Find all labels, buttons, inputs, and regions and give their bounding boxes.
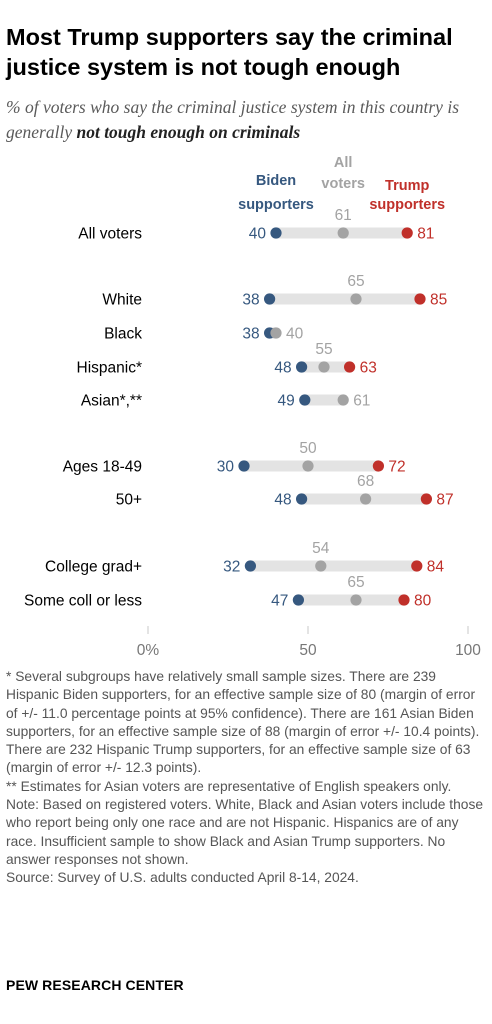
biden-dot [244,560,256,572]
all-voters-dot [350,594,362,606]
legend-trump-label: supporters [369,197,445,213]
row-label: College grad+ [45,559,142,576]
footnote-source: Source: Survey of U.S. adults conducted … [6,870,359,886]
all-voters-value-label: 50 [299,440,317,457]
legend-all-label: All [334,155,353,171]
subtitle-emphasis: not tough enough on criminals [76,122,301,142]
all-voters-value-label: 54 [312,540,330,557]
biden-dot [299,394,311,406]
row-label: Asian*,** [81,393,142,410]
biden-value-label: 49 [278,393,295,410]
trump-dot [344,361,356,373]
subtitle-text: % of voters who say the criminal justice… [6,97,460,142]
all-voters-dot [315,560,327,572]
row-label: Hispanic* [77,360,142,377]
biden-value-label: 48 [274,492,291,509]
trump-value-label: 85 [430,292,447,309]
biden-dot [292,594,304,606]
dot-plot-chart: Biden supporters All voters Trump supporters A… [24,155,481,659]
biden-value-label: 40 [249,226,267,243]
trump-value-label: 72 [388,459,405,476]
footnote-note: Note: Based on registered voters. White,… [6,797,484,867]
biden-value-label: 32 [223,559,240,576]
trump-dot [372,460,384,472]
all-voters-value-label: 61 [335,207,352,224]
biden-value-label: 48 [274,360,291,377]
all-voters-dot [350,293,362,305]
range-bar [249,560,418,572]
all-voters-dot [337,227,349,239]
footnotes: * Several subgroups have relatively smal… [6,668,488,888]
all-voters-dot [318,361,330,373]
all-voters-value-label: 40 [286,326,304,343]
trump-value-label: 63 [360,360,377,377]
all-voters-value-label: 65 [347,273,364,290]
biden-dot [296,493,308,505]
organization-name: PEW RESEARCH CENTER [6,977,184,993]
trump-dot [414,293,426,305]
all-voters-value-label: 61 [353,393,370,410]
row-label: 50+ [116,492,142,509]
range-bar [268,293,421,305]
chart-title: Most Trump supporters say the criminal j… [6,24,453,80]
biden-value-label: 38 [242,292,259,309]
biden-value-label: 47 [271,593,288,610]
all-voters-dot [360,493,372,505]
biden-value-label: 30 [217,459,235,476]
legend-biden-label: supporters [238,197,314,213]
all-voters-dot [337,394,349,406]
biden-dot [238,460,250,472]
trump-value-label: 80 [414,593,432,610]
all-voters-value-label: 68 [357,473,374,490]
footnote-sample-size: * Several subgroups have relatively smal… [6,669,480,776]
row-label: White [102,292,142,309]
all-voters-value-label: 65 [347,574,364,591]
trump-dot [420,493,432,505]
footnote-asian-voters: ** Estimates for Asian voters are repres… [6,778,452,794]
trump-value-label: 87 [436,492,453,509]
all-voters-dot [302,460,314,472]
range-bar [303,394,345,406]
x-axis-tick-label: 100 [455,642,481,659]
legend-trump-label: Trump [385,178,429,194]
legend-all-label: voters [321,176,365,192]
row-label: Black [104,326,142,343]
x-axis-tick-label: 0% [137,642,160,659]
all-voters-value-label: 55 [315,341,332,358]
biden-value-label: 38 [242,326,259,343]
row-label: All voters [78,226,142,243]
trump-dot [401,227,413,239]
legend-biden-label: Biden [256,173,296,189]
biden-dot [270,227,282,239]
trump-value-label: 81 [417,226,434,243]
chart-subtitle: % of voters who say the criminal justice… [6,95,488,145]
biden-dot [264,293,276,305]
all-voters-dot [270,327,282,339]
row-label: Some coll or less [24,593,142,610]
x-axis-tick-label: 50 [299,642,317,659]
trump-dot [398,594,410,606]
trump-value-label: 84 [427,559,445,576]
biden-dot [296,361,308,373]
trump-dot [411,560,423,572]
row-label: Ages 18-49 [63,459,142,476]
